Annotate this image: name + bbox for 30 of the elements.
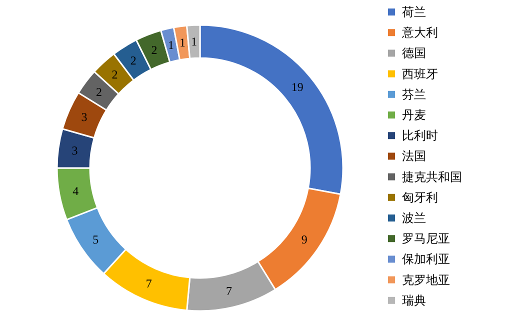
data-label: 2: [96, 84, 102, 99]
legend-label: 比利时: [402, 128, 438, 143]
data-label: 7: [226, 284, 232, 298]
legend-label: 罗马尼亚: [402, 232, 450, 246]
legend-label: 捷克共和国: [402, 170, 462, 184]
data-label: 1: [180, 36, 186, 50]
legend-label: 波兰: [402, 211, 426, 225]
legend-label: 芬兰: [402, 87, 426, 102]
data-label: 4: [72, 184, 79, 198]
legend-label: 克罗地亚: [402, 272, 450, 287]
data-label: 19: [291, 80, 304, 94]
data-label: 7: [146, 276, 152, 291]
legend-label: 丹麦: [402, 108, 426, 122]
legend-label: 保加利亚: [402, 252, 450, 266]
data-label: 3: [81, 110, 88, 124]
data-label: 1: [191, 34, 198, 49]
data-label: 3: [72, 144, 78, 158]
legend-label: 德国: [402, 46, 426, 60]
legend-label: 西班牙: [402, 66, 438, 81]
legend-label: 法国: [402, 149, 426, 164]
legend-label: 意大利: [401, 26, 438, 40]
legend-label: 荷兰: [402, 5, 426, 19]
legend-label: 瑞典: [402, 293, 426, 308]
legend-label: 匈牙利: [402, 190, 438, 204]
data-label: 2: [151, 43, 158, 58]
data-label: 2: [112, 68, 118, 82]
data-label: 1: [168, 38, 174, 52]
data-label: 2: [130, 53, 136, 68]
data-label: 9: [301, 232, 308, 246]
data-label: 5: [92, 232, 99, 246]
